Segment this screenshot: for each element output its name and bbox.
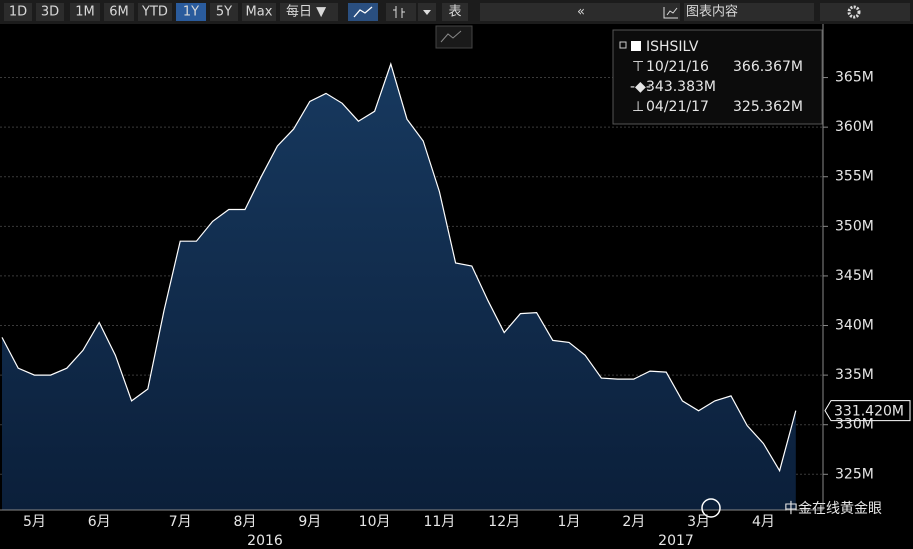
chart-mini-icon [440,30,462,43]
area [2,64,796,510]
y-tick-label: 350M [835,218,874,234]
range-button[interactable] [36,3,64,21]
watermark: 中金在线黄金眼 [784,500,882,517]
x-tick-label: 9月 [298,514,321,530]
range-label[interactable]: 5Y [216,5,232,20]
frequency[interactable]: 每日 ▼ [286,4,326,20]
range-button[interactable] [176,3,206,21]
collapse-button[interactable] [480,3,680,21]
last-value: 331.420M [824,400,911,422]
legend-low-icon: ⊥ [632,99,644,115]
range-button[interactable] [210,3,238,21]
range-label[interactable]: 1D [9,5,27,20]
dropdown-icon [423,10,431,15]
range-label[interactable]: 6M [109,5,129,20]
y-tick-label: 360M [835,119,874,135]
legend-average: 343.383M [646,79,716,95]
settings-icon [847,5,861,19]
range-button[interactable] [138,3,172,21]
range-label[interactable]: 1Y [183,5,199,20]
collapse-icon[interactable]: « [577,5,585,20]
range-button[interactable] [70,3,100,21]
legend-name: ISHSILV [646,39,699,55]
x-tick-label: 8月 [234,514,257,530]
y-tick-label: 365M [835,70,874,86]
toolbar-buttons: 1D 3D 1M 6M YTD 1Y 5Y Max [4,3,276,21]
chart-type-icon [353,6,373,18]
legend-high-date: 10/21/16 [646,59,709,75]
settings-button[interactable] [820,3,910,21]
x-tick-label: 1月 [558,514,581,530]
y-tick-label: 355M [835,169,874,185]
y-tick-label: 345M [835,268,874,284]
year-label: 2016 [247,533,283,549]
range-button[interactable] [104,3,134,21]
frequency-button[interactable] [280,3,338,21]
line [1,62,797,473]
x-tick-label: 3月 [687,514,710,530]
x-tick-label: 7月 [169,514,192,530]
last-value-box [824,400,911,422]
range-label[interactable]: 3D [41,5,59,20]
x-tick-label: 5月 [23,514,46,530]
contents-icon [663,7,678,19]
contents-button[interactable] [684,3,814,21]
legend-avg-icon: -◆- [630,79,651,95]
x-tick-label: 11月 [423,514,455,530]
legend-box [612,29,823,125]
range-label[interactable]: Max [246,5,273,20]
year-label: 2017 [658,533,694,549]
watermark-icon [701,498,721,518]
table-button[interactable] [442,3,468,21]
chart-contents[interactable]: 图表内容 [686,4,738,20]
legend-low-date: 04/21/17 [646,99,709,115]
legend-low: 325.362M [733,99,803,115]
table-label[interactable]: 表 [448,5,461,20]
x-tick-label: 6月 [88,514,111,530]
legend-high: 366.367M [733,59,803,75]
legend-high-icon: ⊤ [632,59,644,75]
range-button[interactable] [242,3,276,21]
x-tick-label: 12月 [488,514,520,530]
y-tick-label: 335M [835,367,874,383]
y-tick-label: 330M [835,417,874,433]
last-value-label: 331.420M [834,404,904,420]
y-tick-label: 340M [835,318,874,334]
x-tick-label: 10月 [359,514,391,530]
bar-type-button[interactable] [386,3,416,21]
x-tick-label: 2月 [622,514,645,530]
range-label[interactable]: YTD [141,5,168,20]
legend-swatch [631,41,641,51]
x-tick-label: 4月 [752,514,775,530]
range-button[interactable] [4,3,32,21]
bar-type-icon [393,6,405,18]
y-tick-label: 325M [835,466,874,482]
legend-icon [619,41,627,49]
range-label[interactable]: 1M [75,5,95,20]
